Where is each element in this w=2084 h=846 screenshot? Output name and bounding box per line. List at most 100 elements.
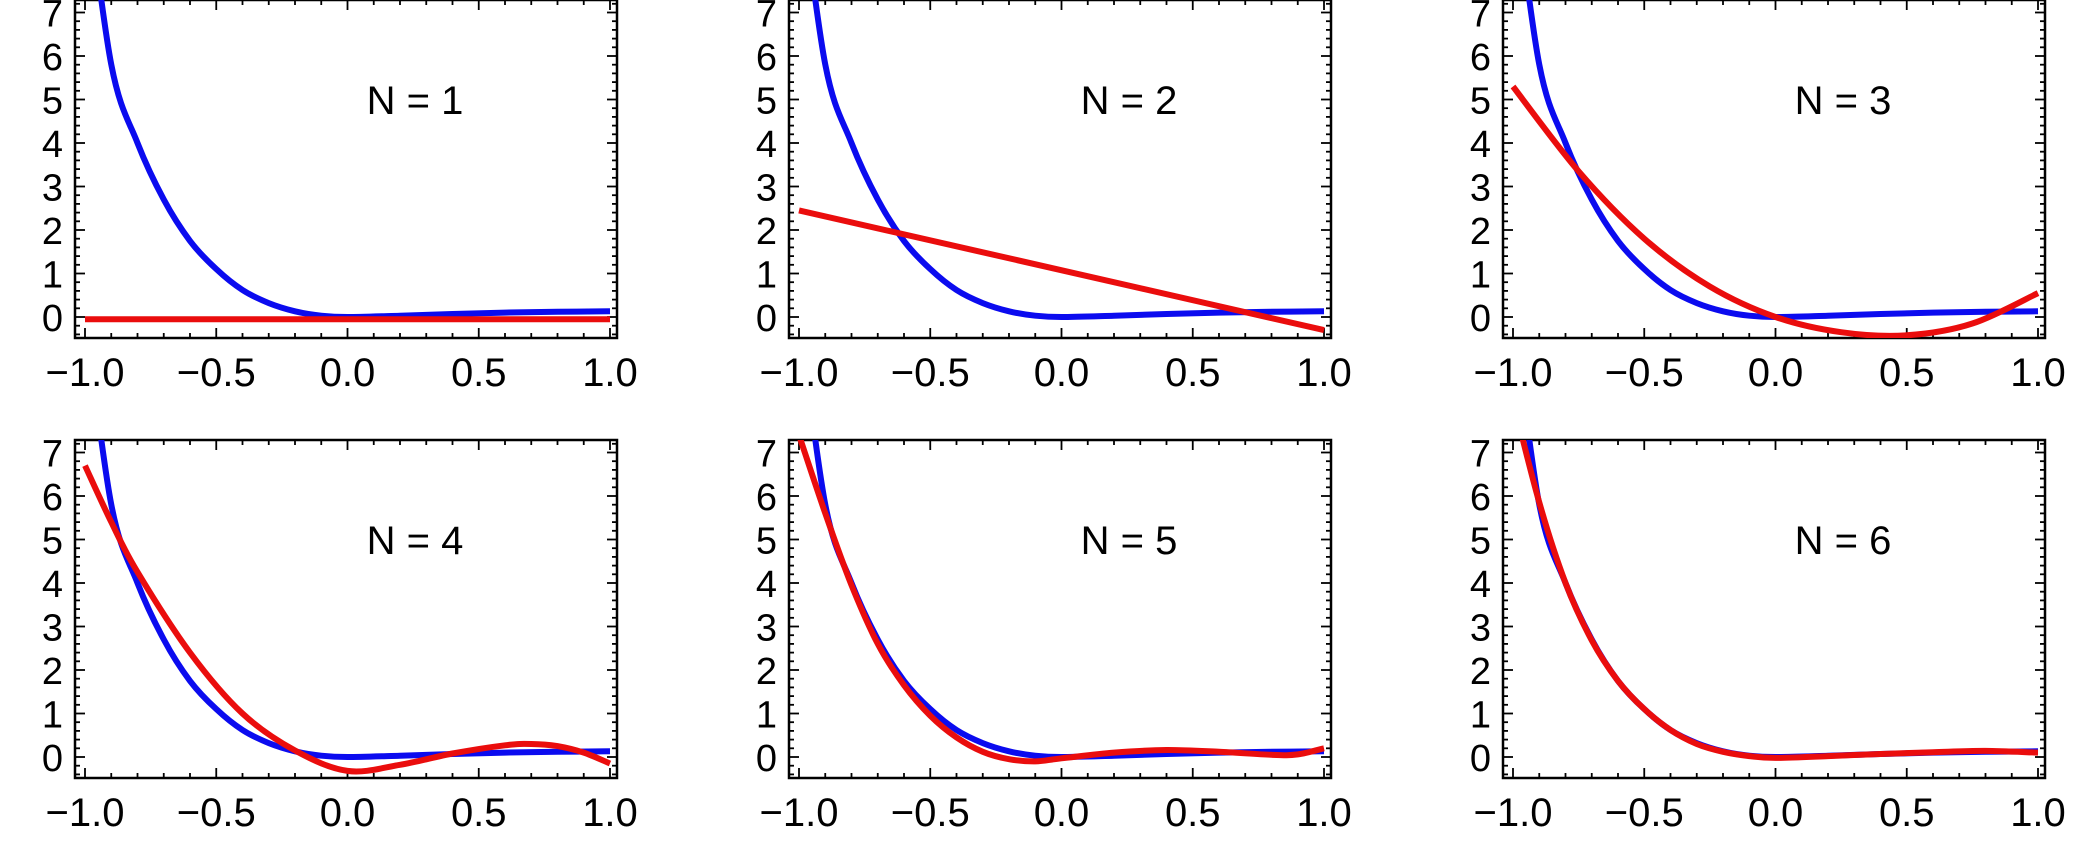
y-tick-label: 6 <box>756 37 777 79</box>
panel-annotation: N = 2 <box>1081 79 1178 123</box>
x-tick-label: 1.0 <box>2010 791 2066 835</box>
y-tick-label: 7 <box>1470 0 1491 36</box>
plot-frame <box>787 438 1333 780</box>
y-tick-label: 1 <box>756 255 777 297</box>
plot-frame <box>73 0 619 340</box>
series-line-red <box>1510 84 2040 338</box>
y-tick-label: 0 <box>42 738 63 780</box>
y-tick-label: 3 <box>42 608 63 650</box>
y-tick-label: 3 <box>1470 608 1491 650</box>
y-tick-label: 7 <box>1470 434 1491 476</box>
y-tick-label: 6 <box>1470 477 1491 519</box>
series-line-red <box>797 440 1325 765</box>
panel-annotation: N = 4 <box>367 519 464 563</box>
y-tick-label: 5 <box>1470 81 1491 123</box>
y-tick-label: 4 <box>1470 564 1491 606</box>
x-tick-label: −0.5 <box>177 791 256 835</box>
y-tick-label: 0 <box>1470 738 1491 780</box>
y-tick-label: 0 <box>42 298 63 340</box>
x-tick-label: 0.0 <box>1748 351 1804 395</box>
y-tick-label: 4 <box>756 124 777 166</box>
y-tick-label: 2 <box>42 211 63 253</box>
plot-frame <box>73 438 619 780</box>
x-tick-label: 1.0 <box>582 351 638 395</box>
y-tick-label: 4 <box>42 124 63 166</box>
y-tick-label: 3 <box>756 168 777 210</box>
y-tick-label: 7 <box>42 434 63 476</box>
y-tick-label: 3 <box>756 608 777 650</box>
x-tick-label: 0.0 <box>1748 791 1804 835</box>
x-tick-label: −1.0 <box>1474 351 1553 395</box>
panel-annotation: N = 5 <box>1081 519 1178 563</box>
y-tick-label: 5 <box>756 81 777 123</box>
series-line-red <box>82 464 612 775</box>
x-tick-label: −0.5 <box>177 351 256 395</box>
y-tick-label: 7 <box>756 434 777 476</box>
y-tick-label: 0 <box>756 738 777 780</box>
y-tick-label: 1 <box>1470 695 1491 737</box>
plot-frame <box>1501 0 2047 340</box>
y-tick-label: 0 <box>1470 298 1491 340</box>
x-tick-label: 1.0 <box>1296 351 1352 395</box>
x-tick-label: −0.5 <box>891 791 970 835</box>
y-tick-label: 4 <box>1470 124 1491 166</box>
x-tick-label: 0.0 <box>1034 351 1090 395</box>
x-tick-label: 0.0 <box>320 351 376 395</box>
y-tick-label: 6 <box>42 477 63 519</box>
x-tick-label: −1.0 <box>46 351 125 395</box>
y-tick-label: 5 <box>42 81 63 123</box>
panel-annotation: N = 1 <box>367 79 464 123</box>
x-tick-label: −1.0 <box>760 351 839 395</box>
x-tick-label: 1.0 <box>2010 351 2066 395</box>
x-tick-label: −1.0 <box>1474 791 1553 835</box>
y-tick-label: 6 <box>756 477 777 519</box>
series-line-blue <box>812 0 1325 320</box>
y-tick-label: 1 <box>42 255 63 297</box>
y-tick-label: 4 <box>756 564 777 606</box>
y-tick-label: 1 <box>42 695 63 737</box>
x-tick-label: −0.5 <box>891 351 970 395</box>
y-tick-label: 1 <box>1470 255 1491 297</box>
x-tick-label: 0.5 <box>1879 791 1935 835</box>
y-tick-label: 0 <box>756 298 777 340</box>
y-tick-label: 5 <box>756 521 777 563</box>
x-tick-label: −0.5 <box>1605 791 1684 835</box>
y-tick-label: 6 <box>1470 37 1491 79</box>
y-tick-label: 1 <box>756 695 777 737</box>
x-tick-label: 0.5 <box>451 351 507 395</box>
x-tick-label: −1.0 <box>760 791 839 835</box>
x-tick-label: 0.5 <box>1165 791 1221 835</box>
series-line-blue <box>98 0 611 320</box>
y-tick-label: 2 <box>1470 651 1491 693</box>
series-line-red <box>798 207 1325 334</box>
x-tick-label: 0.0 <box>320 791 376 835</box>
y-tick-label: 4 <box>42 564 63 606</box>
y-tick-label: 2 <box>42 651 63 693</box>
x-tick-label: 1.0 <box>582 791 638 835</box>
panel-annotation: N = 6 <box>1795 519 1892 563</box>
y-tick-label: 3 <box>1470 168 1491 210</box>
x-tick-label: 1.0 <box>1296 791 1352 835</box>
x-tick-label: 0.0 <box>1034 791 1090 835</box>
x-tick-label: 0.5 <box>1165 351 1221 395</box>
plot-frame <box>787 0 1333 340</box>
series-line-blue <box>1526 0 2039 320</box>
x-tick-label: 0.5 <box>451 791 507 835</box>
y-tick-label: 3 <box>42 168 63 210</box>
y-tick-label: 6 <box>42 37 63 79</box>
x-tick-label: −1.0 <box>46 791 125 835</box>
y-tick-label: 5 <box>42 521 63 563</box>
panel-annotation: N = 3 <box>1795 79 1892 123</box>
plot-frame <box>1501 438 2047 780</box>
y-tick-label: 5 <box>1470 521 1491 563</box>
x-tick-label: 0.5 <box>1879 351 1935 395</box>
series-line-red <box>1519 440 2039 761</box>
x-tick-label: −0.5 <box>1605 351 1684 395</box>
